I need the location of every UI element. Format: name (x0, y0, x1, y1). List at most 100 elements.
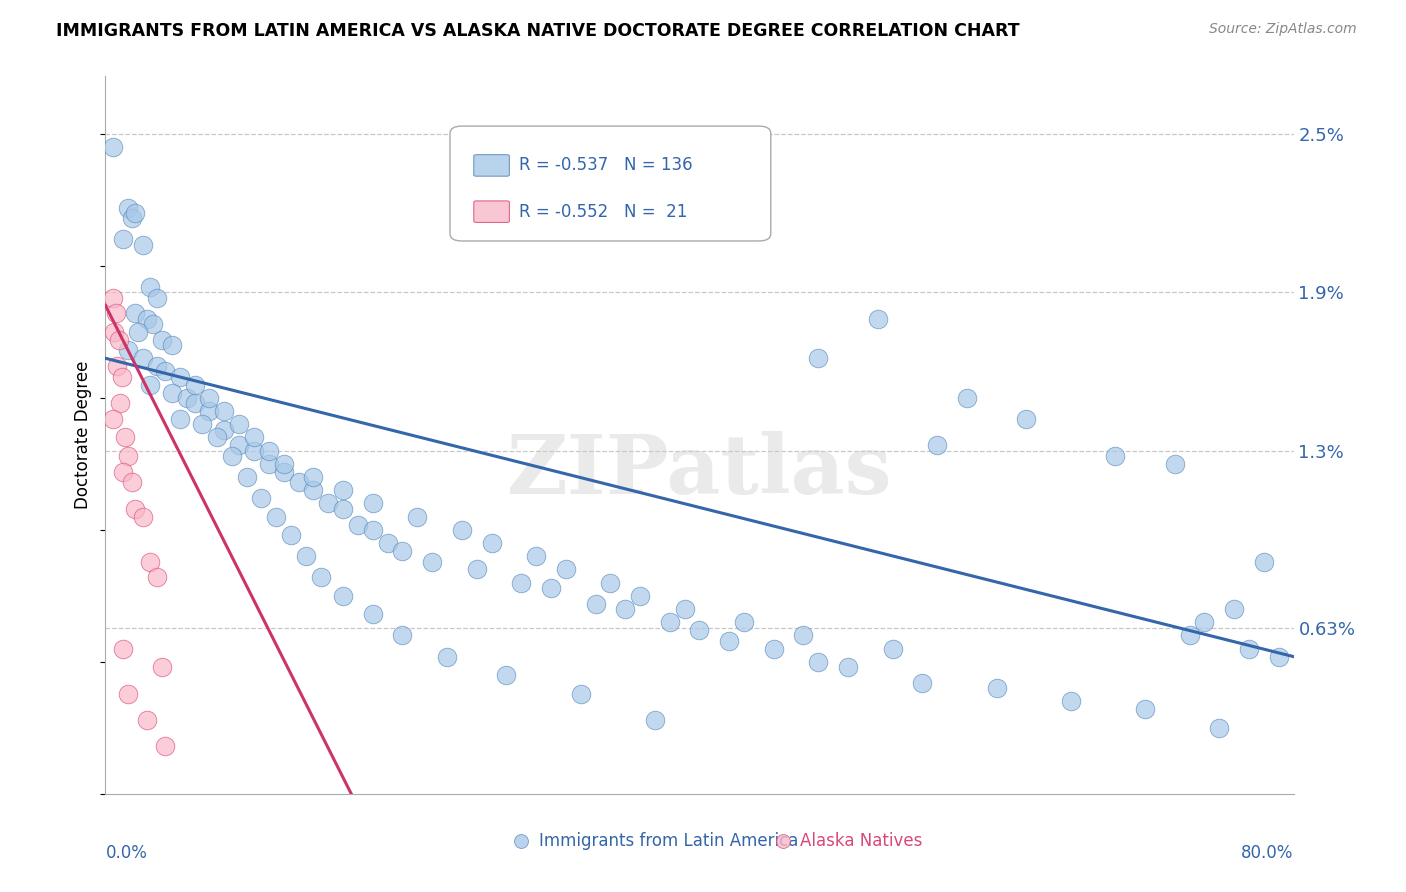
Text: 0.0%: 0.0% (105, 844, 148, 863)
Point (131, 351, 153, 366)
Point (718, 174, 741, 188)
Point (986, 681, 1008, 696)
Point (689, 624, 711, 638)
Point (1164, 457, 1187, 471)
Point (302, 483, 325, 498)
Point (221, 449, 243, 463)
Point (121, 475, 143, 490)
Point (198, 391, 221, 405)
Point (124, 306, 146, 320)
Point (264, 509, 287, 524)
Point (866, 311, 889, 326)
Point (191, 417, 214, 432)
Point (150, 660, 173, 674)
Point (1104, 449, 1126, 463)
Point (257, 443, 280, 458)
Text: IMMIGRANTS FROM LATIN AMERICA VS ALASKA NATIVE DOCTORATE DEGREE CORRELATION CHAR: IMMIGRANTS FROM LATIN AMERICA VS ALASKA … (56, 22, 1019, 40)
Point (162, 385, 184, 400)
Text: R = -0.552   N =  21: R = -0.552 N = 21 (519, 202, 688, 220)
Point (112, 232, 135, 246)
Point (585, 597, 607, 611)
Y-axis label: Doctorate Degree: Doctorate Degree (75, 360, 93, 509)
Point (146, 291, 169, 305)
Point (718, 633, 741, 648)
Point (183, 377, 205, 392)
Point (347, 517, 370, 532)
Point (510, 575, 533, 590)
Point (882, 641, 904, 656)
Point (112, 641, 135, 656)
Point (103, 325, 125, 339)
Point (257, 457, 280, 471)
Text: Alaska Natives: Alaska Natives (800, 831, 922, 849)
Point (117, 343, 139, 358)
Point (481, 536, 503, 550)
Text: 80.0%: 80.0% (1241, 844, 1294, 863)
Point (1178, 628, 1201, 642)
Point (436, 649, 458, 664)
Point (614, 602, 637, 616)
Point (450, 523, 472, 537)
Point (153, 739, 176, 754)
Point (361, 607, 384, 622)
Point (273, 457, 295, 471)
Point (214, 423, 236, 437)
Point (733, 615, 755, 630)
Point (142, 317, 165, 331)
Point (124, 206, 146, 220)
Point (131, 237, 153, 252)
Point (420, 555, 443, 569)
Point (287, 475, 309, 490)
Point (228, 417, 250, 432)
Point (104, 306, 127, 320)
Point (243, 443, 266, 458)
Point (1267, 649, 1289, 664)
Point (554, 562, 576, 576)
Point (599, 575, 621, 590)
Point (361, 496, 384, 510)
FancyBboxPatch shape (474, 154, 509, 177)
Point (406, 509, 429, 524)
Point (162, 338, 184, 352)
Point (628, 589, 651, 603)
Point (807, 655, 830, 669)
Point (124, 501, 146, 516)
Point (101, 291, 124, 305)
Point (169, 412, 191, 426)
Point (673, 602, 696, 616)
Point (127, 325, 149, 339)
Point (146, 359, 169, 374)
Point (150, 333, 173, 347)
Point (1253, 555, 1275, 569)
Point (183, 396, 205, 410)
Point (103, 804, 125, 818)
Point (176, 391, 198, 405)
Point (228, 438, 250, 452)
Point (391, 628, 413, 642)
Point (153, 364, 176, 378)
Point (235, 470, 257, 484)
Point (927, 438, 949, 452)
Point (911, 676, 934, 690)
Point (1237, 641, 1260, 656)
Point (139, 280, 162, 294)
Point (139, 377, 162, 392)
Point (495, 668, 517, 682)
Point (309, 570, 332, 584)
FancyBboxPatch shape (474, 201, 509, 222)
Point (1208, 721, 1230, 735)
Point (1194, 615, 1216, 630)
Point (1060, 694, 1083, 708)
Point (117, 201, 139, 215)
Text: ZIPatlas: ZIPatlas (506, 431, 893, 511)
Point (117, 687, 139, 701)
Point (169, 369, 191, 384)
Point (111, 369, 134, 384)
Point (361, 523, 384, 537)
Point (273, 465, 295, 479)
Point (117, 449, 139, 463)
Point (1223, 602, 1246, 616)
Point (377, 536, 399, 550)
Point (112, 465, 135, 479)
Point (121, 211, 143, 226)
